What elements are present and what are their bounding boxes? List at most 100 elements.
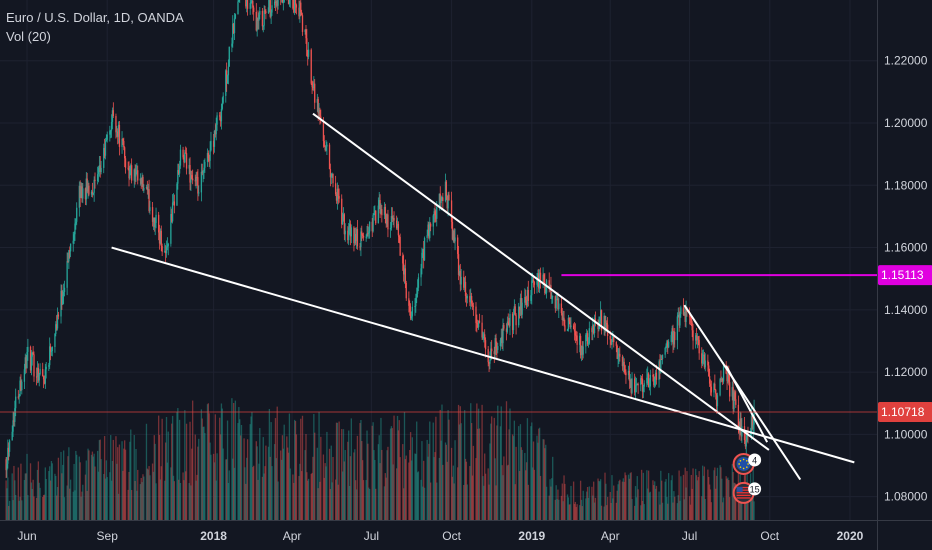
volume-bar — [280, 450, 282, 520]
volume-bar — [397, 430, 400, 520]
volume-bar — [520, 447, 522, 520]
candle-body — [273, 1, 276, 6]
volume-bar — [362, 460, 364, 520]
candle-body — [525, 299, 528, 306]
candle-body — [630, 379, 632, 393]
lower-wedge-trendline[interactable] — [111, 246, 855, 464]
candle-body — [619, 353, 621, 357]
candle-body — [450, 200, 453, 222]
candle-body — [750, 415, 753, 432]
candle-body — [640, 378, 642, 385]
candle-body — [142, 176, 144, 191]
candle-body — [625, 372, 627, 376]
candle-body — [265, 11, 267, 14]
volume-bar — [288, 413, 291, 520]
candle-body — [391, 216, 393, 219]
level-price-label-bg — [878, 265, 932, 286]
volume-bar — [32, 479, 34, 520]
volume-bar — [62, 464, 64, 520]
candle-body — [670, 335, 672, 342]
volume-bar — [207, 403, 210, 520]
volume-bar — [62, 450, 65, 520]
volume-bar — [259, 428, 261, 520]
recent-upper-trendline[interactable] — [725, 365, 769, 443]
candle-body — [387, 214, 389, 230]
candle-body — [368, 221, 371, 232]
trendline-drawings[interactable] — [0, 112, 877, 481]
candle-body — [404, 268, 407, 284]
eu-event-flag-icon[interactable]: 4 — [732, 452, 762, 475]
short-downtrend-line[interactable] — [683, 304, 802, 481]
candle-body — [408, 298, 410, 306]
candle-body — [702, 354, 705, 356]
candle-body — [336, 188, 339, 201]
volume-bar — [627, 474, 630, 520]
volume-bar — [213, 462, 216, 520]
volume-bar — [320, 436, 322, 520]
candle-body — [550, 285, 552, 299]
volume-bar — [619, 479, 621, 520]
candle-body — [111, 110, 114, 122]
volume-bar — [36, 469, 39, 520]
time-axis[interactable]: Jun Sep 2018 Apr Jul Oct 2019 Apr Jul Oct 2020 — [0, 520, 932, 544]
candle-body — [729, 382, 731, 397]
candle-body — [133, 169, 135, 181]
volume-bar — [483, 485, 485, 520]
us-event-flag-icon[interactable]: 15 — [732, 481, 762, 504]
candle-body — [679, 313, 681, 326]
candle-body — [735, 399, 737, 405]
candle-body — [270, 12, 272, 17]
volume-bar — [256, 446, 258, 520]
volume-bar — [356, 435, 359, 520]
volume-bar — [221, 408, 223, 520]
symbol-title[interactable]: Euro / U.S. Dollar, 1D, OANDA — [6, 10, 184, 25]
candle-body — [403, 268, 406, 275]
candle-body — [341, 198, 343, 225]
candle-body — [380, 209, 382, 214]
volume-bar — [124, 440, 126, 520]
candle-body — [118, 124, 121, 147]
candle-body — [314, 83, 316, 103]
volume-bar — [25, 473, 27, 520]
price-axis[interactable]: 1.22000 1.20000 1.18000 1.16000 1.14000 1.120… — [877, 0, 932, 550]
upper-wedge-trendline[interactable] — [312, 112, 770, 451]
candle-body — [171, 213, 173, 222]
candle-body — [191, 175, 193, 179]
volume-bar — [73, 463, 75, 520]
candle-body — [137, 170, 139, 181]
volume-bar — [444, 442, 447, 520]
volume-bar — [387, 446, 389, 520]
candle-body — [73, 234, 75, 241]
volume-bar — [215, 480, 217, 520]
candle-body — [463, 276, 465, 288]
volume-bar — [573, 503, 576, 520]
event-markers[interactable]: 4 15 — [732, 452, 762, 504]
candle-body — [298, 7, 300, 17]
volume-bar — [109, 472, 111, 520]
volume-bar — [416, 472, 419, 520]
volume-bar — [655, 485, 658, 520]
candle-body — [373, 213, 375, 215]
candle-body — [624, 365, 626, 373]
volume-bar — [123, 448, 125, 520]
volume-bar — [222, 448, 224, 520]
volume-bar — [51, 463, 53, 520]
volume-bar — [252, 467, 254, 520]
candle-body — [275, 0, 278, 3]
candle-body — [206, 152, 209, 162]
candle-body — [38, 374, 40, 381]
candle-body — [190, 175, 192, 183]
volume-bar — [610, 502, 612, 520]
candle-body — [439, 193, 441, 203]
volume-bar — [23, 480, 26, 520]
volume-bar — [615, 502, 617, 520]
candle-body — [362, 235, 365, 238]
candle-body — [341, 221, 344, 225]
volume-indicator-label[interactable]: Vol (20) — [6, 29, 51, 44]
volume-bar — [640, 469, 643, 520]
candle-body — [405, 283, 407, 299]
candle-body — [323, 141, 325, 147]
candle-body — [116, 131, 118, 133]
candle-body — [536, 279, 538, 285]
